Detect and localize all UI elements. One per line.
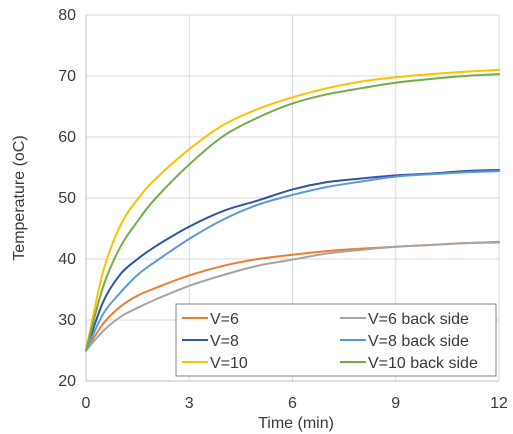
y-axis-title: Temperature (oC) [11,135,28,260]
data-series [85,68,500,352]
series-line-5 [85,73,500,352]
x-tick-label: 9 [391,395,400,412]
x-axis-title: Time (min) [258,415,334,432]
y-tick-label: 70 [58,68,76,85]
axes [85,15,499,382]
y-tick-label: 30 [58,312,76,329]
series-line-3 [85,170,500,352]
legend-label: V=8 [210,333,239,350]
legend-label: V=8 back side [368,333,469,350]
legend-label: V=10 [210,355,248,372]
legend-label: V=10 back side [368,355,478,372]
y-tick-label: 50 [58,190,76,207]
x-tick-label: 12 [490,395,508,412]
y-tick-label: 80 [58,7,76,24]
series-line-4 [85,68,500,352]
y-tick-label: 40 [58,251,76,268]
y-tick-label: 20 [58,373,76,390]
x-tick-label: 3 [185,395,194,412]
x-tick-labels: 0 3 6 9 12 [82,395,508,412]
y-tick-labels: 20 30 40 50 60 70 80 [58,7,76,390]
series-line-1 [85,241,500,352]
legend: V=6 V=6 back side V=8 V=8 back side V=10 V=10… [175,303,497,377]
y-tick-label: 60 [58,129,76,146]
legend-label: V=6 [210,311,239,328]
x-tick-label: 0 [82,395,91,412]
x-tick-label: 6 [288,395,297,412]
legend-label: V=6 back side [368,311,469,328]
legend-box [175,303,497,377]
